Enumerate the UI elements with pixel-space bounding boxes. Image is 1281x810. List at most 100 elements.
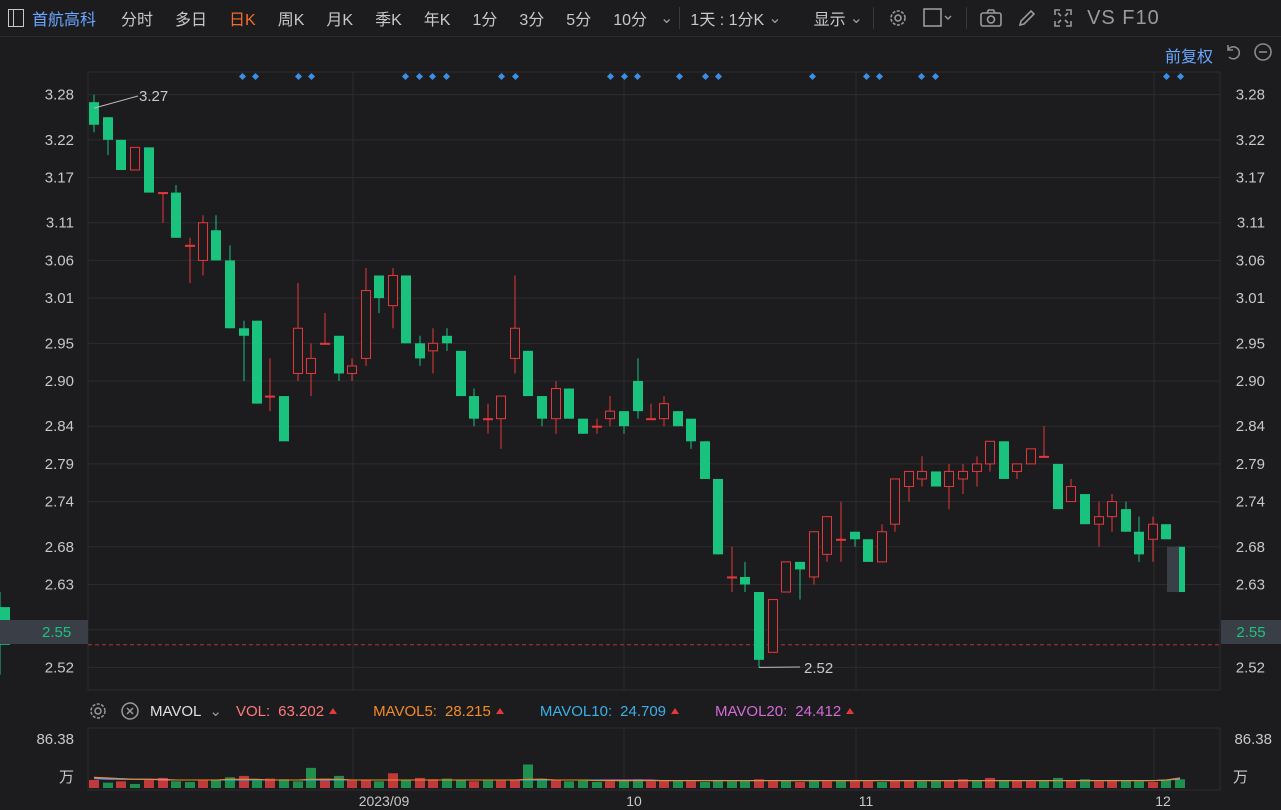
settings-icon[interactable] — [887, 7, 909, 29]
indicator-dropdown-icon[interactable]: ⌄ — [209, 703, 222, 720]
toolbar: 首航高科 分时 多日 日K 周K 月K 季K 年K 1分 3分 5分 10分 ⌄ 1天 : 1分K … — [0, 0, 1281, 37]
volume-bar — [320, 778, 330, 788]
period-select-arrow-icon[interactable]: ⌄ — [768, 10, 782, 27]
y-tick-label-left: 2.63 — [45, 576, 74, 593]
volume-bar — [116, 781, 126, 788]
candle-body-up — [944, 470, 954, 488]
volume-bar — [483, 780, 493, 788]
volume-bar — [619, 780, 629, 788]
y-tick-label-left: 3.22 — [45, 132, 74, 149]
volume-bar — [225, 777, 235, 788]
ghost-candle — [1167, 546, 1179, 593]
candle-body-down — [225, 260, 235, 329]
candle-body-up — [985, 440, 995, 465]
undo-icon[interactable] — [1223, 42, 1243, 67]
indicator-name[interactable]: MAVOL — [150, 702, 202, 720]
candle-body-down — [1134, 531, 1144, 555]
candle-body-up — [496, 395, 506, 420]
y-tick-label-left: 2.74 — [45, 494, 74, 511]
event-marker — [917, 72, 926, 81]
x-tick-label: 12 — [1155, 793, 1171, 809]
y-tick-label-right: 2.95 — [1236, 335, 1265, 352]
y-tick-label-right: 2.90 — [1236, 373, 1265, 390]
volume-bar — [809, 779, 819, 788]
collapse-icon[interactable] — [1253, 42, 1273, 67]
grid — [88, 72, 1220, 790]
y-axis-labels: 3.28 3.28 3.22 3.22 3.17 3.17 3.11 3.11 3.06 3.06… — [45, 87, 1265, 677]
y-tick-label-right: 3.17 — [1236, 170, 1265, 187]
candle-body-down — [999, 441, 1009, 479]
volume-unit-label-left: 万 — [59, 769, 74, 786]
volume-bar — [754, 779, 764, 788]
candle-body-down — [239, 328, 249, 336]
event-marker — [633, 72, 642, 81]
sidebar-toggle-icon[interactable] — [8, 9, 24, 27]
tab-4[interactable]: 月K — [326, 12, 354, 29]
color-square-icon[interactable] — [923, 7, 953, 29]
event-marker — [862, 72, 871, 81]
volume-bar — [713, 779, 723, 788]
candle-body-down — [850, 531, 860, 540]
candle-body-up — [185, 244, 195, 247]
vol-close-icon[interactable] — [120, 701, 140, 721]
candle-body-up — [130, 146, 140, 171]
y-tick-label-left: 3.17 — [45, 170, 74, 187]
candle-body-down — [1175, 546, 1185, 593]
volume-bar — [469, 781, 479, 788]
candles — [0, 94, 1185, 675]
volume-bar — [646, 781, 656, 788]
candle-body-down — [673, 411, 683, 427]
tab-0[interactable]: 分时 — [121, 12, 154, 29]
tab-10[interactable]: 10分 — [613, 12, 648, 29]
tab-3[interactable]: 周K — [277, 12, 305, 29]
candle-body-down — [863, 539, 873, 562]
volume-bar — [1012, 780, 1022, 788]
volume-bar — [822, 781, 832, 788]
period-more-icon[interactable]: ⌄ — [660, 10, 674, 27]
volume-bar — [158, 777, 168, 788]
brand-f10[interactable]: VS F10 — [1087, 6, 1160, 29]
tab-5[interactable]: 季K — [375, 12, 402, 29]
tab-6[interactable]: 年K — [423, 12, 451, 29]
volume-bar — [1080, 779, 1090, 788]
volume-bar — [727, 781, 737, 788]
mavol5-value: 28.215 — [444, 702, 491, 720]
camera-icon[interactable] — [980, 7, 1002, 29]
volume-bars: 86.38 86.38 万 万 — [36, 731, 1272, 788]
volume-bar — [551, 779, 561, 788]
tab-7[interactable]: 1分 — [472, 12, 498, 29]
candle-body-down — [374, 275, 384, 299]
tab-8[interactable]: 3分 — [519, 12, 545, 29]
volume-bar — [1134, 781, 1144, 788]
candle-body-up — [890, 478, 900, 525]
event-marker — [1176, 72, 1185, 81]
volume-bar — [564, 781, 574, 788]
period-select[interactable]: 1天 : 1分K — [690, 12, 765, 29]
candle-body-up — [877, 531, 887, 563]
volume-bar — [239, 775, 249, 788]
pencil-icon[interactable] — [1016, 7, 1038, 29]
low-annotation-label: 2.52 — [804, 660, 833, 677]
y-tick-label-left: 3.28 — [45, 87, 74, 104]
candle-body-down — [931, 471, 941, 487]
event-marker — [401, 72, 410, 81]
tab-2[interactable]: 日K — [229, 12, 256, 29]
tab-1[interactable]: 多日 — [175, 12, 208, 29]
volume-bar — [388, 773, 398, 788]
vol-value: 63.202 — [278, 702, 325, 720]
display-menu[interactable]: 显示 — [813, 12, 846, 29]
candle-body-down — [144, 147, 154, 193]
tab-9[interactable]: 5分 — [566, 12, 592, 29]
display-menu-arrow-icon[interactable]: ⌄ — [849, 10, 864, 27]
fullscreen-icon[interactable] — [1052, 7, 1074, 29]
candle-body-up — [958, 470, 968, 480]
volume-bar — [1121, 780, 1131, 788]
volume-bar — [700, 781, 710, 788]
vol-settings-icon[interactable] — [88, 701, 108, 721]
volume-bar — [211, 779, 221, 788]
stock-name[interactable]: 首航高科 — [32, 12, 97, 29]
volume-bar — [442, 778, 452, 788]
price-adjust-mode[interactable]: 前复权 — [1164, 48, 1213, 66]
y-tick-label-left: 2.90 — [45, 373, 74, 390]
